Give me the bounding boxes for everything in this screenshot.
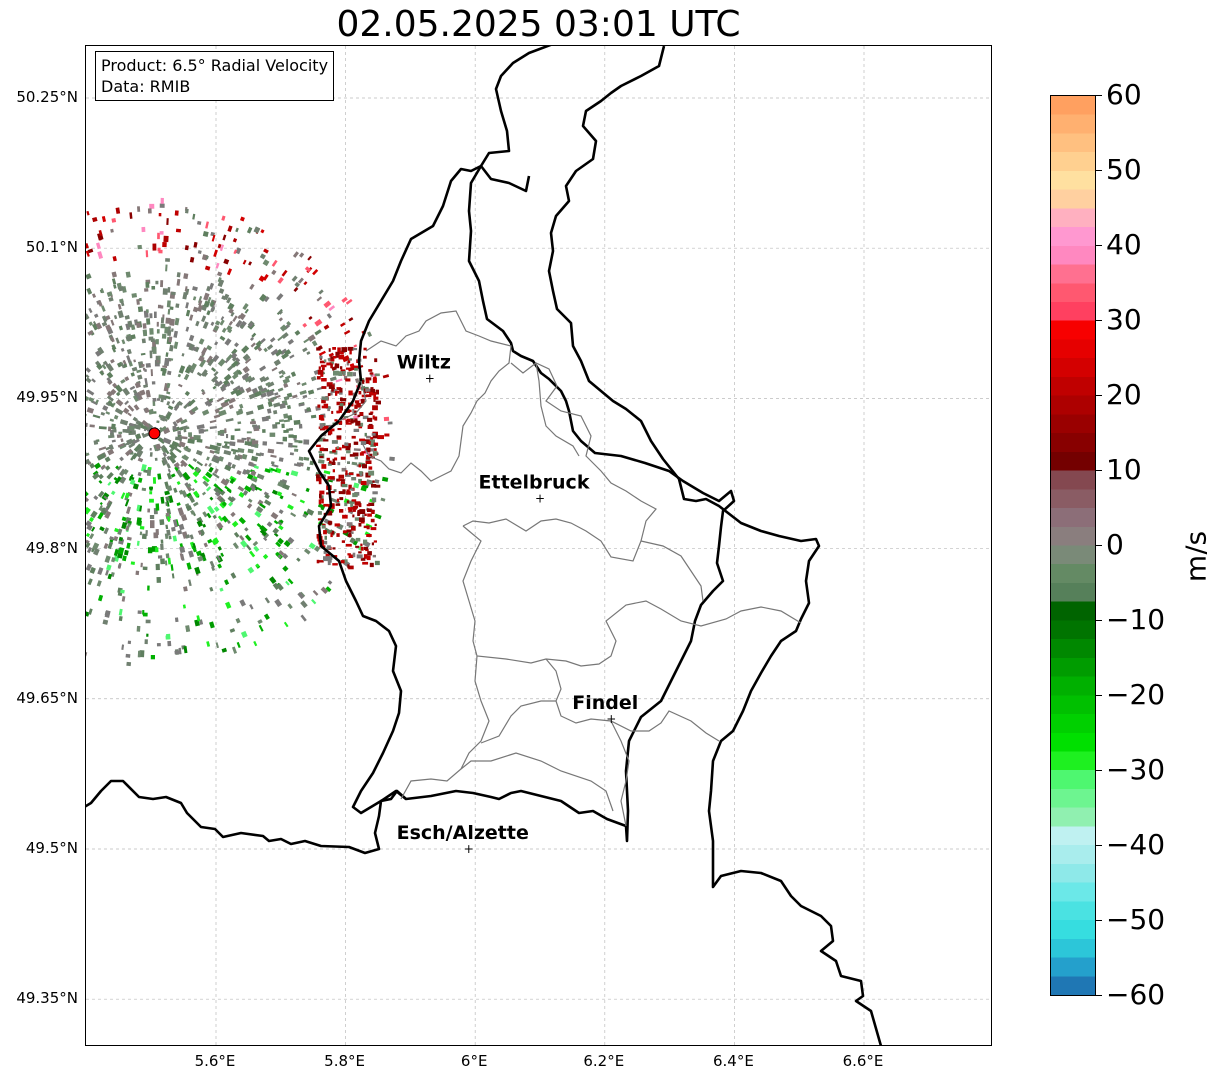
lat-tick-label: 49.8°N: [25, 538, 78, 557]
lon-tick-label: 6.6°E: [842, 1052, 884, 1070]
colorbar-tick-label: 60: [1106, 78, 1142, 111]
city-findel: +Findel: [572, 692, 638, 726]
colorbar-tick-label: −10: [1106, 603, 1166, 636]
country-border-east: [547, 46, 883, 1045]
colorbar-tick-label: −30: [1106, 753, 1166, 786]
colorbar-tick: [1096, 695, 1102, 696]
product-info-box: Product: 6.5° Radial Velocity Data: RMIB: [95, 51, 335, 101]
colorbar-tick-label: 40: [1106, 228, 1142, 261]
lon-tick-label: 5.6°E: [194, 1052, 236, 1070]
colorbar-tick: [1096, 95, 1102, 96]
country-border-luxembourg: [86, 46, 736, 855]
data-source-label: Data: RMIB: [101, 77, 191, 96]
city-ettelbruck: +Ettelbruck: [479, 472, 590, 506]
city-markers: +Wiltz+Ettelbruck+Findel+Esch/Alzette: [397, 351, 639, 856]
city-label: Ettelbruck: [479, 472, 590, 494]
lat-tick-label: 50.1°N: [25, 238, 78, 257]
city-marker-icon: +: [535, 492, 545, 506]
city-label: Esch/Alzette: [397, 822, 529, 844]
colorbar-tick-label: 10: [1106, 453, 1142, 486]
colorbar-tick: [1096, 995, 1102, 996]
map-canvas: +Wiltz+Ettelbruck+Findel+Esch/Alzette: [86, 46, 991, 1045]
colorbar-tick-label: −60: [1106, 978, 1166, 1011]
lon-tick-label: 6.4°E: [712, 1052, 754, 1070]
colorbar-tick: [1096, 245, 1102, 246]
city-marker-icon: +: [606, 712, 616, 726]
lat-tick-label: 49.5°N: [25, 838, 78, 857]
radar-echo-layer: [86, 197, 395, 667]
map-area[interactable]: + Wiltz + Ettelbruck + Findel + Esch/Alzette: [85, 45, 992, 1046]
lon-tick-label: 6°E: [460, 1052, 488, 1070]
colorbar-tick: [1096, 920, 1102, 921]
product-label: Product: 6.5° Radial Velocity: [101, 56, 329, 75]
colorbar-tick: [1096, 620, 1102, 621]
city-label: Wiltz: [397, 351, 451, 373]
colorbar-tick: [1096, 395, 1102, 396]
colorbar-tick-label: −40: [1106, 828, 1166, 861]
map-title: 02.05.2025 03:01 UTC: [336, 4, 741, 45]
lon-tick-label: 6.2°E: [583, 1052, 625, 1070]
colorbar-tick: [1096, 845, 1102, 846]
colorbar-tick: [1096, 470, 1102, 471]
lat-tick-label: 50.25°N: [16, 88, 78, 106]
colorbar-tick: [1096, 170, 1102, 171]
colorbar-unit-label: m/s: [1179, 530, 1207, 583]
lat-tick-label: 49.95°N: [16, 388, 78, 407]
colorbar-tick-label: 0: [1106, 528, 1124, 561]
colorbar-tick-label: −20: [1106, 678, 1166, 711]
map-gridlines: [86, 46, 991, 1045]
colorbar-tick-label: 30: [1106, 303, 1142, 336]
lat-tick-label: 49.35°N: [16, 989, 78, 1008]
country-border-west: [307, 164, 531, 815]
colorbar-tick-label: 20: [1106, 378, 1142, 411]
colorbar-tick: [1096, 320, 1102, 321]
city-marker-icon: +: [425, 371, 435, 385]
city-esch-alzette: +Esch/Alzette: [397, 822, 529, 856]
velocity-colorbar: [1050, 95, 1096, 996]
colorbar-tick-label: −50: [1106, 903, 1166, 936]
lat-tick-label: 49.65°N: [16, 688, 78, 707]
colorbar-tick-label: 50: [1106, 153, 1142, 186]
lon-tick-label: 5.8°E: [324, 1052, 366, 1070]
city-marker-icon: +: [464, 842, 474, 856]
colorbar-tick: [1096, 770, 1102, 771]
radar-site-marker: [148, 427, 161, 440]
district-boundaries: [338, 310, 802, 827]
city-label: Findel: [572, 692, 638, 714]
city-wiltz: +Wiltz: [397, 351, 451, 385]
colorbar-tick: [1096, 545, 1102, 546]
